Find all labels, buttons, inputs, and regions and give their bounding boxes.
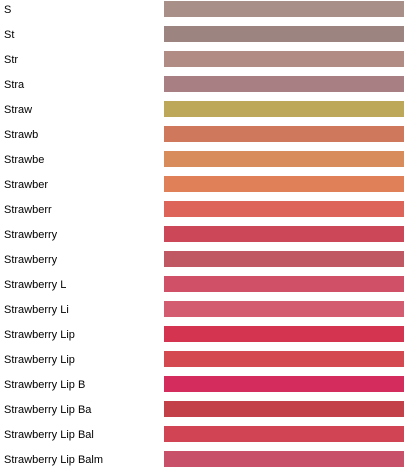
swatch-label: Strawberry Lip xyxy=(4,354,75,366)
color-swatch xyxy=(164,76,404,92)
swatch-label: Strawberry Lip Bal xyxy=(4,429,94,441)
color-swatch xyxy=(164,376,404,392)
swatch-row: Strawberry Lip Balm xyxy=(0,450,410,475)
swatch-label: Strawberry Lip Ba xyxy=(4,404,92,416)
swatch-row: Strawberry Lip Ba xyxy=(0,400,410,425)
color-swatch xyxy=(164,226,404,242)
swatch-row: Strawberry L xyxy=(0,275,410,300)
color-swatch xyxy=(164,301,404,317)
swatch-row: Strawberry Lip B xyxy=(0,375,410,400)
swatch-row: Strawberry Lip Bal xyxy=(0,425,410,450)
swatch-row: Strawberry xyxy=(0,225,410,250)
swatch-row: Strawberr xyxy=(0,200,410,225)
swatch-row: Str xyxy=(0,50,410,75)
color-swatch xyxy=(164,101,404,117)
swatch-row: Strawber xyxy=(0,175,410,200)
color-swatch xyxy=(164,451,404,467)
swatch-label: Strawberry xyxy=(4,229,58,241)
color-swatch xyxy=(164,151,404,167)
swatch-label: Strawberry Lip xyxy=(4,329,75,341)
swatch-label: Stra xyxy=(4,79,25,91)
color-swatch xyxy=(164,351,404,367)
color-swatch xyxy=(164,326,404,342)
color-swatch xyxy=(164,1,404,17)
swatch-row: St xyxy=(0,25,410,50)
color-swatch xyxy=(164,26,404,42)
color-swatch xyxy=(164,401,404,417)
swatch-row: Strawberry Lip xyxy=(0,350,410,375)
swatch-label: St xyxy=(4,29,15,41)
swatch-row: Stra xyxy=(0,75,410,100)
swatch-row: Strawbe xyxy=(0,150,410,175)
swatch-label: Strawberry xyxy=(4,254,58,266)
swatch-row: Strawberry Lip xyxy=(0,325,410,350)
swatch-row: Straw xyxy=(0,100,410,125)
color-swatch xyxy=(164,276,404,292)
color-swatch xyxy=(164,51,404,67)
swatch-label: Strawbe xyxy=(4,154,45,166)
color-swatch xyxy=(164,251,404,267)
color-swatch xyxy=(164,176,404,192)
color-swatch xyxy=(164,201,404,217)
swatch-label: S xyxy=(4,4,12,16)
color-swatch xyxy=(164,126,404,142)
swatch-label: Strawberry Lip Balm xyxy=(4,454,104,466)
swatch-row: Strawberry Li xyxy=(0,300,410,325)
color-swatch xyxy=(164,426,404,442)
swatch-row: Strawberry xyxy=(0,250,410,275)
swatch-label: Strawberry Li xyxy=(4,304,69,316)
swatch-label: Strawberry Lip B xyxy=(4,379,86,391)
swatch-label: Straw xyxy=(4,104,33,116)
swatch-row: S xyxy=(0,0,410,25)
swatch-label: Strawber xyxy=(4,179,49,191)
swatch-label: Strawberry L xyxy=(4,279,67,291)
swatch-row: Strawb xyxy=(0,125,410,150)
swatch-label: Strawberr xyxy=(4,204,52,216)
swatch-label: Strawb xyxy=(4,129,39,141)
swatch-label: Str xyxy=(4,54,19,66)
